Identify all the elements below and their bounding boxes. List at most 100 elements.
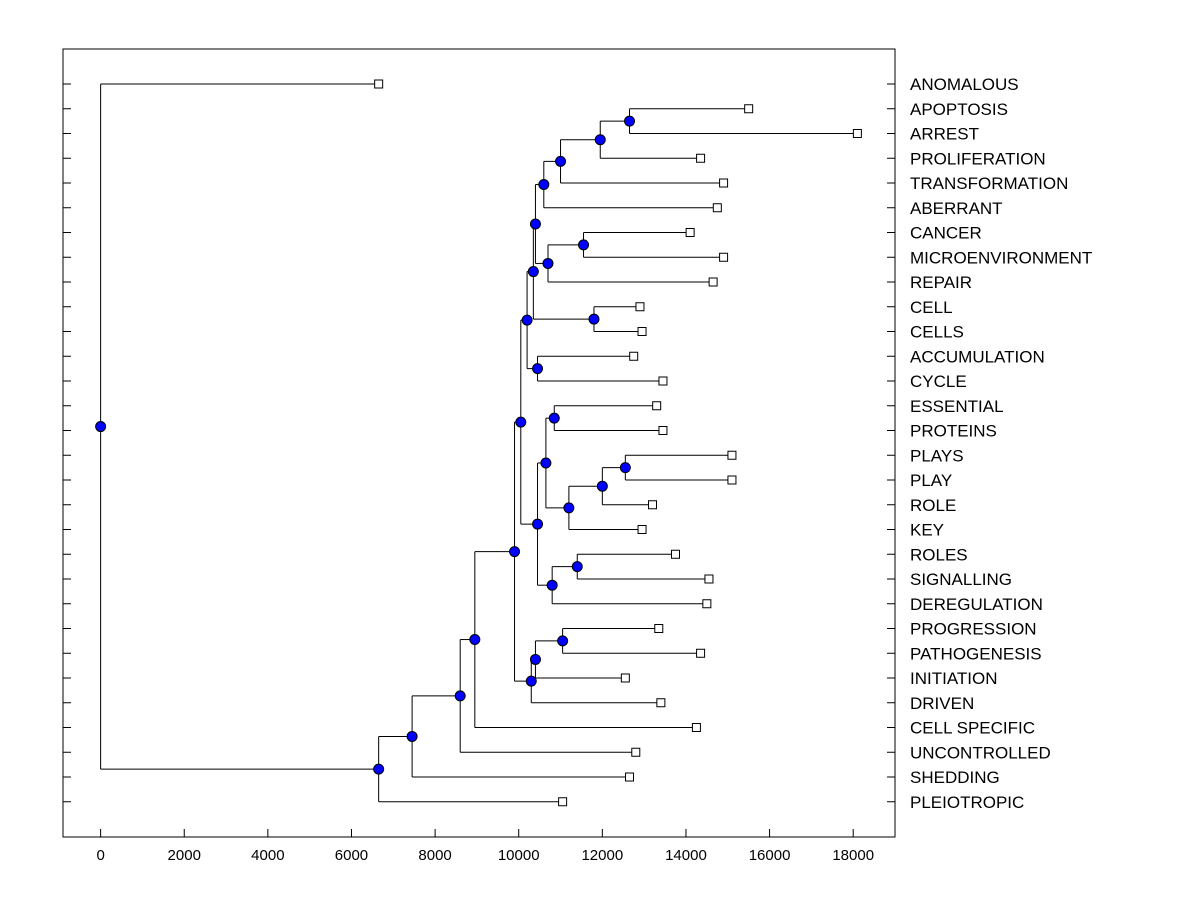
merge-node <box>594 134 606 146</box>
leaf-marker <box>719 178 729 188</box>
x-tick-label: 14000 <box>665 847 707 864</box>
leaf-marker <box>719 252 729 262</box>
leaf-marker <box>744 104 754 114</box>
merge-node <box>525 675 537 687</box>
merge-node <box>469 634 481 646</box>
x-tick-label: 4000 <box>251 847 284 864</box>
leaf-marker <box>635 302 645 312</box>
leaf-label: ANOMALOUS <box>910 75 1019 94</box>
merge-node <box>527 266 539 278</box>
x-tick-label: 16000 <box>749 847 791 864</box>
x-tick-label: 12000 <box>581 847 623 864</box>
leaf-marker <box>658 376 668 386</box>
leaf-label: SIGNALLING <box>910 570 1012 589</box>
merge-node <box>548 412 560 424</box>
merge-node <box>532 363 544 375</box>
x-tick-label: 0 <box>96 847 104 864</box>
leaf-marker <box>704 574 714 584</box>
merge-node <box>563 502 575 514</box>
leaf-marker <box>629 351 639 361</box>
leaf-marker <box>712 203 722 213</box>
leaf-label: DRIVEN <box>910 694 974 713</box>
leaf-label: SHEDDING <box>910 768 1000 787</box>
leaf-marker <box>374 79 384 89</box>
merge-node <box>529 653 541 665</box>
merge-node <box>546 579 558 591</box>
leaf-marker <box>658 426 668 435</box>
leaf-label: PROGRESSION <box>910 620 1037 639</box>
leaf-label: DEREGULATION <box>910 595 1043 614</box>
leaf-label: PLAYS <box>910 446 964 465</box>
leaf-label: PROLIFERATION <box>910 149 1046 168</box>
leaf-marker <box>671 549 681 559</box>
merge-node <box>624 115 636 127</box>
leaf-label: ROLES <box>910 545 968 564</box>
leaf-marker <box>656 698 666 708</box>
merge-node <box>596 480 608 492</box>
plot-frame <box>62 48 896 838</box>
leaf-marker <box>696 153 706 163</box>
merge-node <box>454 690 466 702</box>
leaf-label: REPAIR <box>910 273 972 292</box>
leaf-marker <box>727 475 737 485</box>
merge-node <box>521 314 533 326</box>
leaf-label: CELL <box>910 298 953 317</box>
leaf-marker <box>696 648 706 658</box>
x-tick-label: 8000 <box>418 847 451 864</box>
leaf-label: PATHOGENESIS <box>910 644 1042 663</box>
merge-node <box>373 763 385 775</box>
leaf-marker <box>637 525 647 534</box>
merge-node <box>509 546 521 558</box>
leaf-marker <box>852 129 862 138</box>
merge-node <box>578 239 590 251</box>
y-axis-ticks <box>63 83 895 803</box>
leaf-marker <box>558 797 568 807</box>
leaf-label: ESSENTIAL <box>910 397 1004 416</box>
leaf-marker <box>708 277 718 287</box>
merge-node <box>538 179 550 191</box>
x-tick-label: 2000 <box>168 847 201 864</box>
merge-node-markers <box>95 115 636 775</box>
leaf-marker <box>631 747 641 757</box>
merge-node <box>571 561 583 573</box>
merge-node <box>540 457 552 469</box>
leaf-marker <box>702 599 712 609</box>
leaf-marker <box>691 723 701 732</box>
leaf-label: PROTEINS <box>910 422 997 441</box>
merge-node <box>406 730 418 742</box>
x-axis: 0 2000 4000 6000 8000 10000 12000 14000 16000 180… <box>96 829 874 864</box>
x-tick-label: 18000 <box>832 847 874 864</box>
merge-node <box>557 635 569 647</box>
leaf-label: UNCONTROLLED <box>910 743 1051 762</box>
leaf-marker <box>620 673 630 683</box>
leaf-marker <box>637 327 647 336</box>
leaf-marker <box>652 401 662 411</box>
merge-node <box>542 257 554 269</box>
merge-node <box>532 518 544 530</box>
leaf-label: ROLE <box>910 496 956 515</box>
merge-node <box>619 462 631 474</box>
leaf-marker <box>685 228 695 237</box>
leaf-label: ABERRANT <box>910 199 1003 218</box>
leaf-marker <box>654 624 664 633</box>
leaf-marker <box>648 500 658 510</box>
leaf-labels: ANOMALOUS APOPTOSIS ARREST PROLIFERATION TRA… <box>910 75 1092 812</box>
leaf-label: INITIATION <box>910 669 998 688</box>
leaf-label: ARREST <box>910 125 979 144</box>
leaf-label: PLEIOTROPIC <box>910 793 1024 812</box>
merge-node <box>588 313 600 325</box>
leaf-marker <box>727 450 737 460</box>
leaf-label: APOPTOSIS <box>910 100 1008 119</box>
leaf-label: PLAY <box>910 471 952 490</box>
leaf-label: MICROENVIRONMENT <box>910 248 1092 267</box>
merge-node <box>95 421 107 433</box>
leaf-label: CANCER <box>910 224 982 243</box>
leaf-label: KEY <box>910 521 944 540</box>
leaf-markers <box>374 79 862 807</box>
merge-node <box>515 416 527 428</box>
x-tick-label: 6000 <box>335 847 368 864</box>
merge-node <box>529 218 541 230</box>
leaf-marker <box>625 772 635 782</box>
merge-node <box>555 155 567 167</box>
